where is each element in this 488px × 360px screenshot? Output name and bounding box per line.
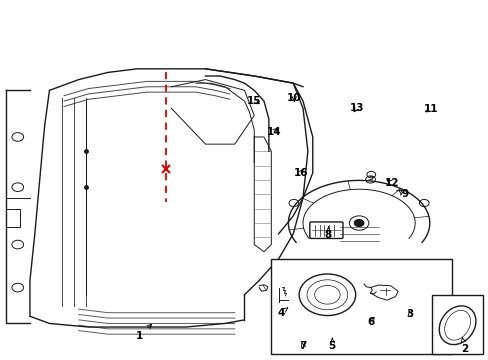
Text: 2: 2 [460, 338, 468, 354]
FancyBboxPatch shape [309, 222, 342, 238]
Text: 5: 5 [328, 338, 335, 351]
Text: 13: 13 [349, 103, 363, 113]
Text: 6: 6 [367, 317, 374, 327]
Text: 15: 15 [246, 96, 261, 106]
Bar [431, 295, 483, 354]
Bar [271, 259, 451, 354]
Circle shape [334, 266, 339, 270]
Text: 1: 1 [136, 324, 151, 341]
Text: 14: 14 [266, 127, 281, 136]
Text: 16: 16 [293, 168, 307, 178]
Text: 10: 10 [286, 93, 301, 103]
Text: 12: 12 [384, 178, 398, 188]
Text: 11: 11 [423, 104, 437, 114]
Text: 3: 3 [406, 310, 413, 319]
Text: 8: 8 [324, 227, 331, 239]
Text: 9: 9 [398, 189, 408, 199]
Text: 7: 7 [299, 341, 306, 351]
Text: 4: 4 [277, 308, 287, 318]
Circle shape [353, 220, 363, 226]
